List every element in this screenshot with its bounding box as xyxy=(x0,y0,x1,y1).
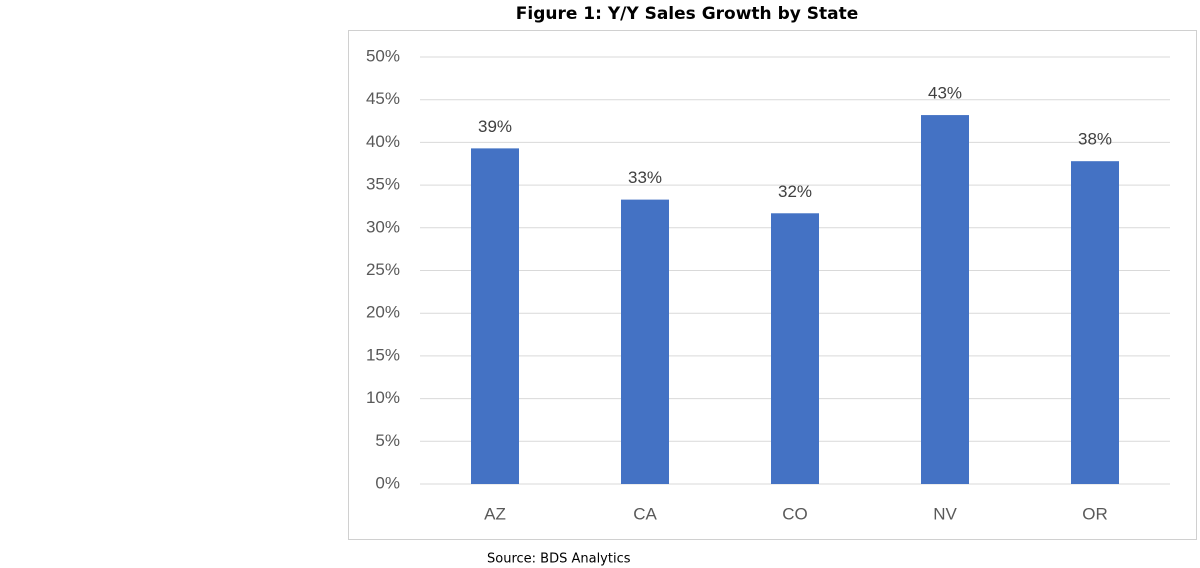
y-tick-label: 0% xyxy=(375,473,400,492)
y-tick-label: 20% xyxy=(366,303,400,322)
bar xyxy=(1071,161,1119,485)
value-label: 43% xyxy=(928,84,962,103)
value-label: 38% xyxy=(1078,130,1112,149)
x-tick-label: OR xyxy=(1082,504,1108,523)
y-tick-label: 10% xyxy=(366,388,400,407)
bar xyxy=(921,115,969,485)
x-tick-label: NV xyxy=(933,504,957,523)
y-tick-label: 50% xyxy=(366,46,400,65)
chart-border xyxy=(348,30,1197,540)
bar xyxy=(771,213,819,485)
y-tick-label: 40% xyxy=(366,132,400,151)
value-label: 33% xyxy=(628,168,662,187)
x-tick-label: CA xyxy=(633,504,657,523)
bar xyxy=(471,148,519,485)
bar xyxy=(621,199,669,485)
value-label: 39% xyxy=(478,117,512,136)
chart-title: Figure 1: Y/Y Sales Growth by State xyxy=(516,4,858,24)
source-note: Source: BDS Analytics xyxy=(487,552,631,567)
value-label: 32% xyxy=(778,182,812,201)
y-tick-label: 45% xyxy=(366,89,400,108)
y-tick-label: 15% xyxy=(366,345,400,364)
x-tick-label: AZ xyxy=(484,504,506,523)
y-tick-label: 30% xyxy=(366,217,400,236)
y-tick-label: 35% xyxy=(366,175,400,194)
y-tick-label: 25% xyxy=(366,260,400,279)
y-tick-label: 5% xyxy=(375,431,400,450)
x-tick-label: CO xyxy=(782,504,808,523)
